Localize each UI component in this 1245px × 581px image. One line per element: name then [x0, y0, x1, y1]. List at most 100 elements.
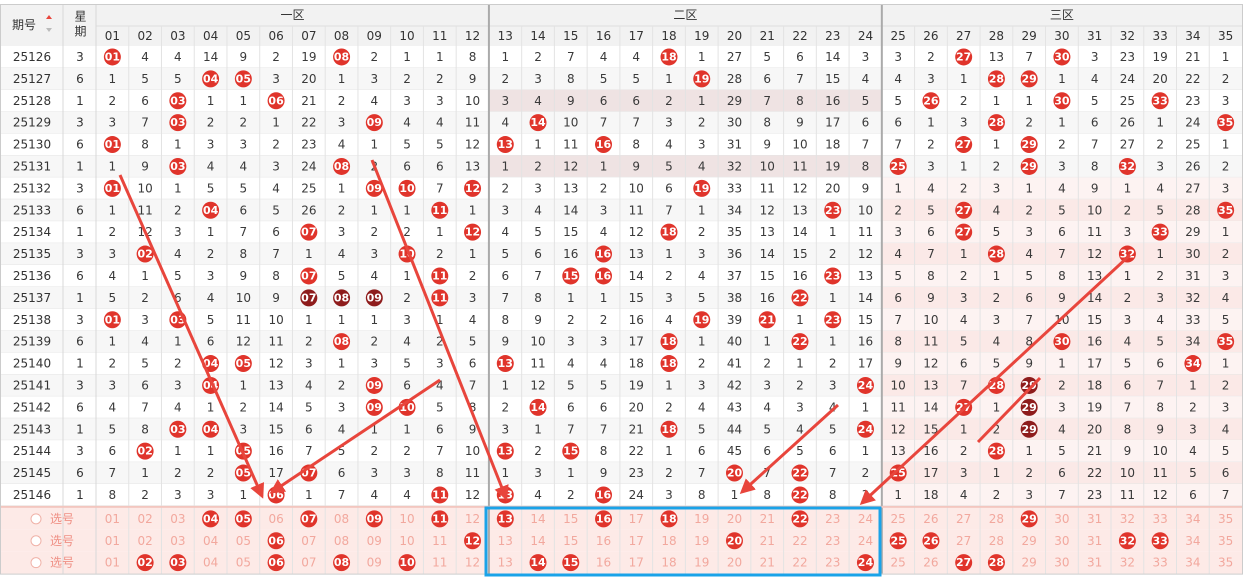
cell-value: 2 — [207, 116, 215, 130]
cell-value: 6 — [338, 466, 346, 480]
ball-number: 29 — [1022, 72, 1037, 85]
cell-value: 9 — [927, 291, 935, 305]
ball — [300, 267, 318, 285]
ball — [431, 201, 449, 219]
cell-value: 19 — [1153, 50, 1168, 64]
ball-number: 03 — [170, 116, 185, 129]
cell-value: 8 — [469, 400, 477, 414]
cell-value: 2 — [501, 181, 509, 195]
ball — [529, 114, 547, 132]
cell-value: 6 — [829, 444, 837, 458]
cell-value: 2 — [240, 116, 248, 130]
cell-value: 15 — [629, 291, 644, 305]
cell-value: 11 — [1120, 488, 1135, 502]
cell-value: 16 — [1087, 335, 1102, 349]
cell-value: 14 — [1087, 291, 1102, 305]
cell-value: 16 — [596, 534, 611, 548]
cell-value: 5 — [469, 335, 477, 349]
cell-value: 18 — [661, 556, 676, 570]
cell-value: 7 — [436, 181, 444, 195]
cell-value: 25 — [891, 512, 906, 526]
ball-number: 12 — [465, 182, 480, 195]
week: 1 — [76, 291, 84, 305]
cell-value: 7 — [501, 291, 509, 305]
cell-value: 5 — [698, 422, 706, 436]
cell-value: 7 — [141, 116, 149, 130]
cell-value: 10 — [1153, 444, 1168, 458]
cell-value: 1 — [501, 378, 509, 392]
cell-value: 1 — [796, 357, 804, 371]
cell-value: 8 — [632, 138, 640, 152]
cell-value: 12 — [760, 203, 775, 217]
ball-number: 20 — [727, 534, 743, 547]
cell-value: 13 — [792, 203, 807, 217]
cell-value: 29 — [1022, 534, 1037, 548]
ball — [595, 267, 613, 285]
cell-value: 2 — [567, 488, 575, 502]
zone-label: 一区 — [280, 8, 304, 22]
week: 1 — [76, 159, 84, 173]
cell-value: 3 — [1189, 422, 1197, 436]
cell-value: 34 — [1185, 556, 1200, 570]
cell-value: 12 — [465, 138, 480, 152]
ball — [791, 333, 809, 351]
column-number: 31 — [1087, 29, 1102, 43]
cell-value: 24 — [301, 159, 316, 173]
ball-number: 07 — [301, 226, 316, 239]
issue: 25132 — [13, 181, 51, 195]
cell-value: 1 — [1058, 116, 1066, 130]
cell-value: 6 — [141, 94, 149, 108]
ball-number: 11 — [432, 291, 447, 304]
cell-value: 8 — [894, 335, 902, 349]
column-number: 23 — [825, 29, 840, 43]
cell-value: 19 — [301, 50, 316, 64]
cell-value: 15 — [792, 247, 807, 261]
cell-value: 1 — [109, 203, 117, 217]
cell-value: 3 — [272, 72, 280, 86]
ball-number: 01 — [105, 313, 120, 326]
zone-band — [881, 286, 1242, 309]
cell-value: 11 — [1153, 466, 1168, 480]
cell-value: 3 — [1124, 225, 1132, 239]
cell-value: 2 — [1222, 72, 1230, 86]
ball-number: 02 — [137, 556, 152, 569]
cell-value: 3 — [240, 138, 248, 152]
cell-value: 8 — [1156, 400, 1164, 414]
ball-number: 05 — [236, 467, 251, 480]
cell-value: 3 — [207, 488, 215, 502]
ball-number: 28 — [989, 556, 1004, 569]
ball-number: 16 — [596, 248, 612, 261]
cell-value: 2 — [894, 203, 902, 217]
cell-value: 6 — [272, 225, 280, 239]
ball — [595, 486, 613, 504]
ball-number: 04 — [203, 72, 219, 85]
cell-value: 20 — [1087, 422, 1102, 436]
ball — [889, 157, 907, 175]
cell-value: 8 — [272, 269, 280, 283]
zone-band — [881, 265, 1242, 287]
cell-value: 11 — [236, 313, 251, 327]
cell-value: 2 — [305, 335, 313, 349]
week: 1 — [76, 357, 84, 371]
ball — [562, 267, 580, 285]
cell-value: 27 — [1185, 181, 1200, 195]
ball-number: 35 — [1218, 204, 1233, 217]
ball — [856, 420, 874, 438]
cell-value: 1 — [174, 335, 182, 349]
cell-value: 2 — [927, 138, 935, 152]
cell-value: 42 — [727, 378, 742, 392]
cell-value: 32 — [1185, 291, 1200, 305]
cell-value: 5 — [272, 203, 280, 217]
ball — [202, 201, 220, 219]
cell-value: 19 — [825, 159, 840, 173]
cell-value: 2 — [403, 72, 411, 86]
cell-value: 2 — [272, 138, 280, 152]
cell-value: 2 — [174, 357, 182, 371]
cell-value: 15 — [923, 422, 938, 436]
issue: 25131 — [13, 159, 51, 173]
ball-number: 34 — [1185, 357, 1201, 370]
cell-value: 8 — [501, 313, 509, 327]
cell-value: 1 — [567, 466, 575, 480]
cell-value: 8 — [141, 138, 149, 152]
cell-value: 13 — [465, 159, 480, 173]
